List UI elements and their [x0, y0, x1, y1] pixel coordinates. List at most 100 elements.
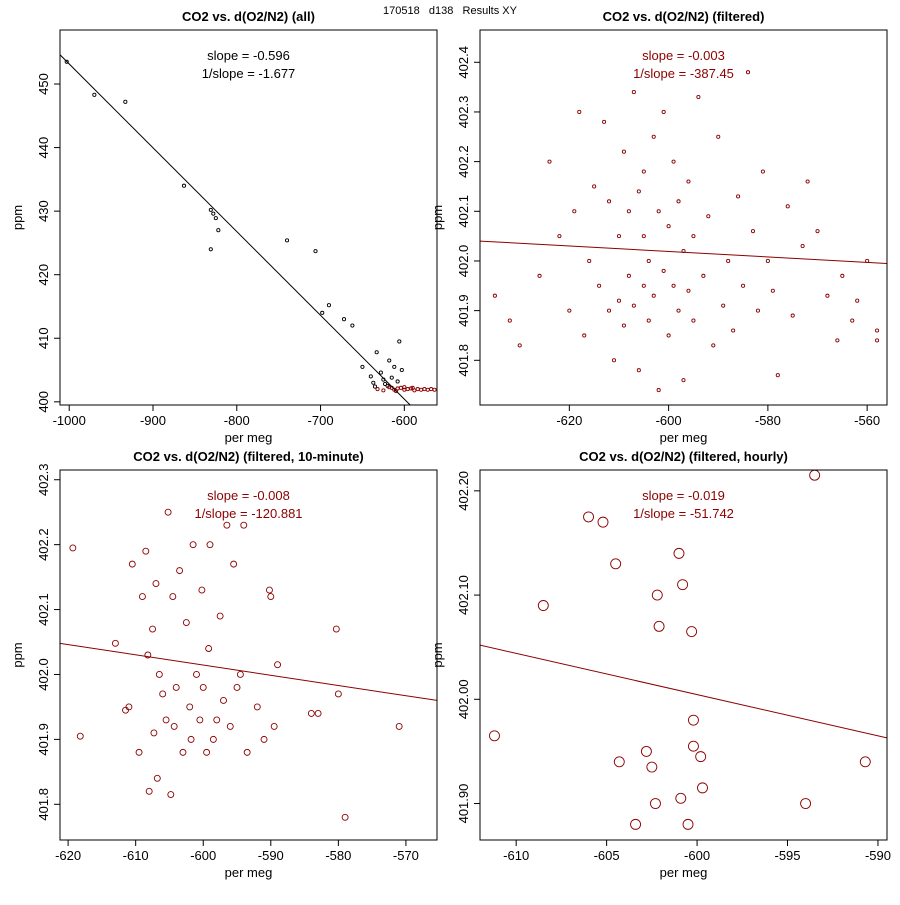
point	[425, 387, 430, 392]
point	[850, 318, 855, 323]
x-tick-label: -590	[258, 848, 284, 863]
point	[587, 258, 592, 264]
plot-area	[60, 54, 437, 405]
y-tick-label: 402.1	[36, 593, 51, 626]
point	[686, 288, 691, 293]
point	[646, 318, 651, 323]
plot-title: CO2 vs. d(O2/N2) (filtered, hourly)	[579, 449, 788, 464]
y-axis-label: ppm	[10, 642, 25, 667]
point	[236, 671, 244, 678]
point	[626, 209, 631, 214]
point	[583, 511, 594, 523]
fit-line	[60, 54, 411, 405]
point	[790, 313, 795, 318]
point	[208, 247, 213, 252]
point	[621, 149, 626, 154]
point	[695, 751, 707, 763]
x-tick-label: -590	[865, 848, 891, 863]
point	[671, 283, 676, 288]
point	[213, 216, 218, 221]
plot-area	[60, 508, 437, 821]
y-axis-label: ppm	[10, 205, 25, 230]
point	[313, 249, 318, 254]
point	[656, 209, 661, 214]
plot-frame	[59, 469, 438, 841]
point	[651, 134, 656, 139]
point	[610, 558, 622, 570]
point	[666, 333, 671, 338]
point	[785, 204, 790, 209]
y-tick-label: 401.90	[456, 784, 471, 824]
y-axis-label: ppm	[430, 205, 445, 230]
point	[677, 579, 689, 591]
page-title: 170518 d138 Results XY	[383, 5, 518, 17]
x-axis-label: per meg	[660, 430, 708, 445]
point	[815, 229, 820, 234]
point	[582, 333, 587, 338]
point	[193, 671, 200, 678]
point	[392, 364, 397, 369]
point	[189, 541, 197, 549]
point	[592, 184, 597, 189]
point	[395, 379, 400, 384]
annotation: 1/slope = -120.881	[194, 506, 302, 521]
point	[167, 791, 175, 799]
point	[76, 732, 84, 740]
fit-line	[480, 644, 887, 739]
x-tick-label: -580	[325, 848, 351, 863]
point	[387, 385, 392, 390]
point	[422, 387, 427, 392]
point	[169, 593, 177, 601]
point	[176, 567, 184, 575]
y-tick-label: 402.20	[456, 471, 471, 511]
point	[164, 508, 172, 516]
point	[125, 703, 133, 711]
annotation: slope = -0.019	[642, 488, 725, 503]
point	[640, 745, 652, 757]
point	[611, 358, 617, 363]
y-tick-label: 402.0	[456, 245, 471, 278]
point	[706, 214, 711, 219]
point	[260, 735, 268, 743]
point	[666, 224, 671, 229]
fit-line	[60, 642, 437, 701]
point	[144, 651, 152, 659]
point	[341, 813, 349, 821]
point	[397, 339, 402, 344]
point	[155, 671, 163, 678]
point	[760, 169, 765, 174]
point	[661, 109, 666, 115]
point	[597, 516, 609, 528]
point	[378, 370, 383, 375]
point	[203, 748, 211, 756]
y-axis-label: ppm	[430, 642, 445, 667]
point	[711, 343, 716, 348]
point	[681, 378, 686, 383]
point	[284, 238, 290, 243]
y-tick-label: 450	[36, 73, 51, 95]
point	[517, 343, 522, 348]
point	[149, 625, 157, 633]
point	[805, 179, 810, 184]
point	[172, 684, 180, 691]
x-tick-label: -605	[594, 848, 620, 863]
point	[641, 169, 646, 174]
plot-frame	[479, 469, 888, 841]
point	[393, 388, 398, 394]
point	[216, 612, 224, 620]
x-tick-label: -600	[684, 848, 710, 863]
annotation: 1/slope = -51.742	[633, 506, 734, 521]
point	[243, 748, 251, 756]
y-tick-label: 400	[36, 391, 51, 413]
point	[389, 375, 394, 380]
x-tick-label: -580	[755, 413, 781, 428]
x-tick-label: -800	[224, 413, 250, 428]
point	[636, 368, 641, 373]
point	[92, 92, 97, 97]
point	[825, 293, 830, 298]
point	[399, 367, 404, 373]
point	[875, 328, 880, 333]
point	[537, 273, 542, 278]
point	[432, 387, 437, 392]
point	[775, 373, 780, 378]
